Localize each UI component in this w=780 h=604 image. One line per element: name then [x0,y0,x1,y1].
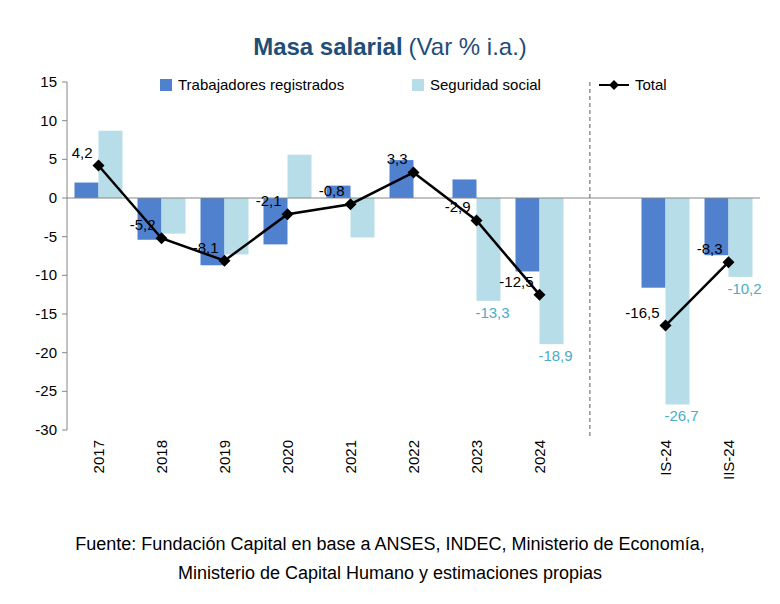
y-axis-line [67,82,68,430]
y-tick-label: 0 [49,189,57,206]
y-tick [62,391,67,392]
source-note: Fuente: Fundación Capital en base a ANSE… [75,534,704,554]
bar [162,198,186,234]
bar [75,183,99,198]
y-tick [62,314,67,315]
bar [666,198,690,404]
marker [282,208,294,220]
data-label: -8,1 [193,239,219,256]
y-tick-label: -30 [35,421,57,438]
data-label: -2,1 [256,192,282,209]
data-label: -0,8 [319,182,345,199]
zero-line [67,198,760,199]
y-tick [62,159,67,160]
data-label: -2,9 [445,198,471,215]
y-tick-label: -15 [35,305,57,322]
y-tick [62,275,67,276]
bar [540,198,564,344]
legend-marker [609,80,619,90]
legend-label: Total [635,76,667,93]
y-tick-label: 5 [49,150,57,167]
x-tick-label: 2017 [90,440,107,473]
x-tick-label: 2022 [405,440,422,473]
data-label: -26,7 [664,407,698,424]
lines [93,160,735,332]
legend-label: Trabajadores registrados [178,76,344,93]
x-tick-label: 2023 [468,440,485,473]
legend: Trabajadores registrados Seguridad social… [160,76,667,93]
y-tick-label: -5 [44,228,57,245]
y-tick-label: 10 [40,112,57,129]
marker [534,289,546,301]
y-tick [62,82,67,83]
data-label: -18,9 [538,347,572,364]
marker [345,198,357,210]
bar [642,198,666,288]
data-label: -5,2 [130,216,156,233]
marker [408,166,420,178]
data-label: -8,3 [697,240,723,257]
legend-swatch [160,79,172,91]
marker [219,255,231,267]
chart: Masa salarial (Var % i.a.) Trabajadores re… [0,0,780,604]
data-label: -13,3 [475,304,509,321]
marker [93,160,105,172]
separator [589,82,590,438]
x-tick-label: IIS-24 [720,440,737,480]
source-note: Ministerio de Capital Humano y estimacio… [178,563,602,583]
title-line: Masa salarial (Var % i.a.) [253,33,527,60]
bar [288,155,312,198]
data-label: 3,3 [387,150,408,167]
y-tick-label: 15 [40,73,57,90]
data-label: 4,2 [72,144,93,161]
bar [516,198,540,271]
y-axis: -30 -25 -20 -15 -10 -5 0 5 10 15 [35,73,67,438]
x-tick-label: 2021 [342,440,359,473]
bars [75,131,753,405]
marker [471,214,483,226]
legend-swatch [412,79,424,91]
subtitle: (Var % i.a.) [409,33,527,60]
y-tick-label: -25 [35,382,57,399]
data-label: -10,2 [727,280,761,297]
bar [453,179,477,198]
y-tick-label: -10 [35,266,57,283]
y-tick [62,120,67,121]
y-tick [62,236,67,237]
bar [729,198,753,277]
marker [723,256,735,268]
x-tick-label: 2018 [153,440,170,473]
bar [477,198,501,301]
y-tick [62,352,67,353]
data-label: -16,5 [625,304,659,321]
title: Masa salarial [253,33,402,60]
x-axis: 2017 2018 2019 2020 2021 2022 2023 2024 IS-24 IIS… [90,440,737,480]
x-tick-label: 2024 [531,440,548,473]
x-tick-label: IS-24 [657,440,674,476]
x-tick-label: 2019 [216,440,233,473]
y-tick [62,430,67,431]
marker [660,320,672,332]
line [99,166,729,326]
y-tick-label: -20 [35,344,57,361]
x-tick-label: 2020 [279,440,296,473]
data-label: -12,5 [499,273,533,290]
y-tick [62,198,67,199]
marker [156,232,168,244]
data-labels: -13,3 -18,9 -26,7 -10,2 4,2 -5,2 -8,1 -2,1 -0,8 3… [72,144,762,425]
legend-label: Seguridad social [430,76,541,93]
